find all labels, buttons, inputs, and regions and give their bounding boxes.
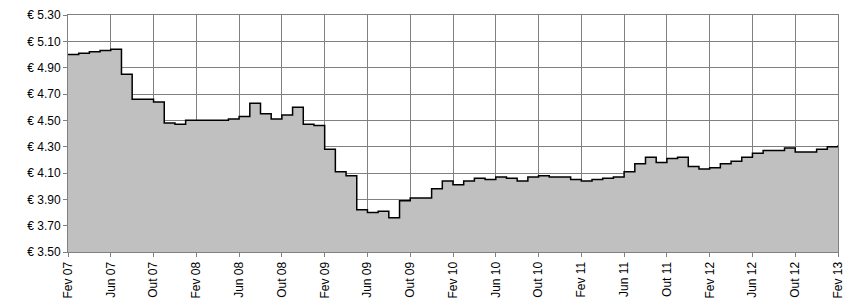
- svg-text:Fev 12: Fev 12: [703, 261, 717, 298]
- svg-text:Jun 11: Jun 11: [617, 261, 631, 296]
- svg-text:Jun 07: Jun 07: [104, 261, 118, 297]
- svg-text:Out 12: Out 12: [788, 261, 802, 297]
- svg-text:Jun 10: Jun 10: [489, 261, 503, 297]
- svg-text:Fev 13: Fev 13: [831, 261, 845, 298]
- svg-text:€ 4.70: € 4.70: [27, 87, 61, 101]
- svg-text:€ 3.70: € 3.70: [27, 219, 61, 233]
- svg-text:€ 3.90: € 3.90: [27, 193, 61, 207]
- svg-text:Jun 12: Jun 12: [745, 261, 759, 297]
- svg-text:Out 08: Out 08: [275, 261, 289, 297]
- svg-text:Fev 07: Fev 07: [61, 261, 75, 298]
- svg-text:Fev 11: Fev 11: [574, 261, 588, 297]
- svg-text:€ 5.10: € 5.10: [27, 35, 61, 49]
- svg-text:Out 07: Out 07: [146, 261, 160, 297]
- svg-text:Jun 08: Jun 08: [232, 261, 246, 297]
- svg-text:€ 3.50: € 3.50: [27, 245, 61, 259]
- svg-text:Out 09: Out 09: [403, 261, 417, 297]
- svg-text:€ 4.90: € 4.90: [27, 61, 61, 75]
- svg-text:€ 4.30: € 4.30: [27, 140, 61, 154]
- svg-text:€ 5.30: € 5.30: [27, 8, 61, 22]
- svg-text:Out 11: Out 11: [660, 261, 674, 296]
- svg-text:€ 4.10: € 4.10: [27, 166, 61, 180]
- svg-text:Fev 10: Fev 10: [446, 261, 460, 298]
- svg-text:Jun 09: Jun 09: [360, 261, 374, 297]
- svg-text:Fev 08: Fev 08: [189, 261, 203, 298]
- svg-text:Out 10: Out 10: [531, 261, 545, 297]
- svg-text:Fev 09: Fev 09: [318, 261, 332, 298]
- svg-text:€ 4.50: € 4.50: [27, 114, 61, 128]
